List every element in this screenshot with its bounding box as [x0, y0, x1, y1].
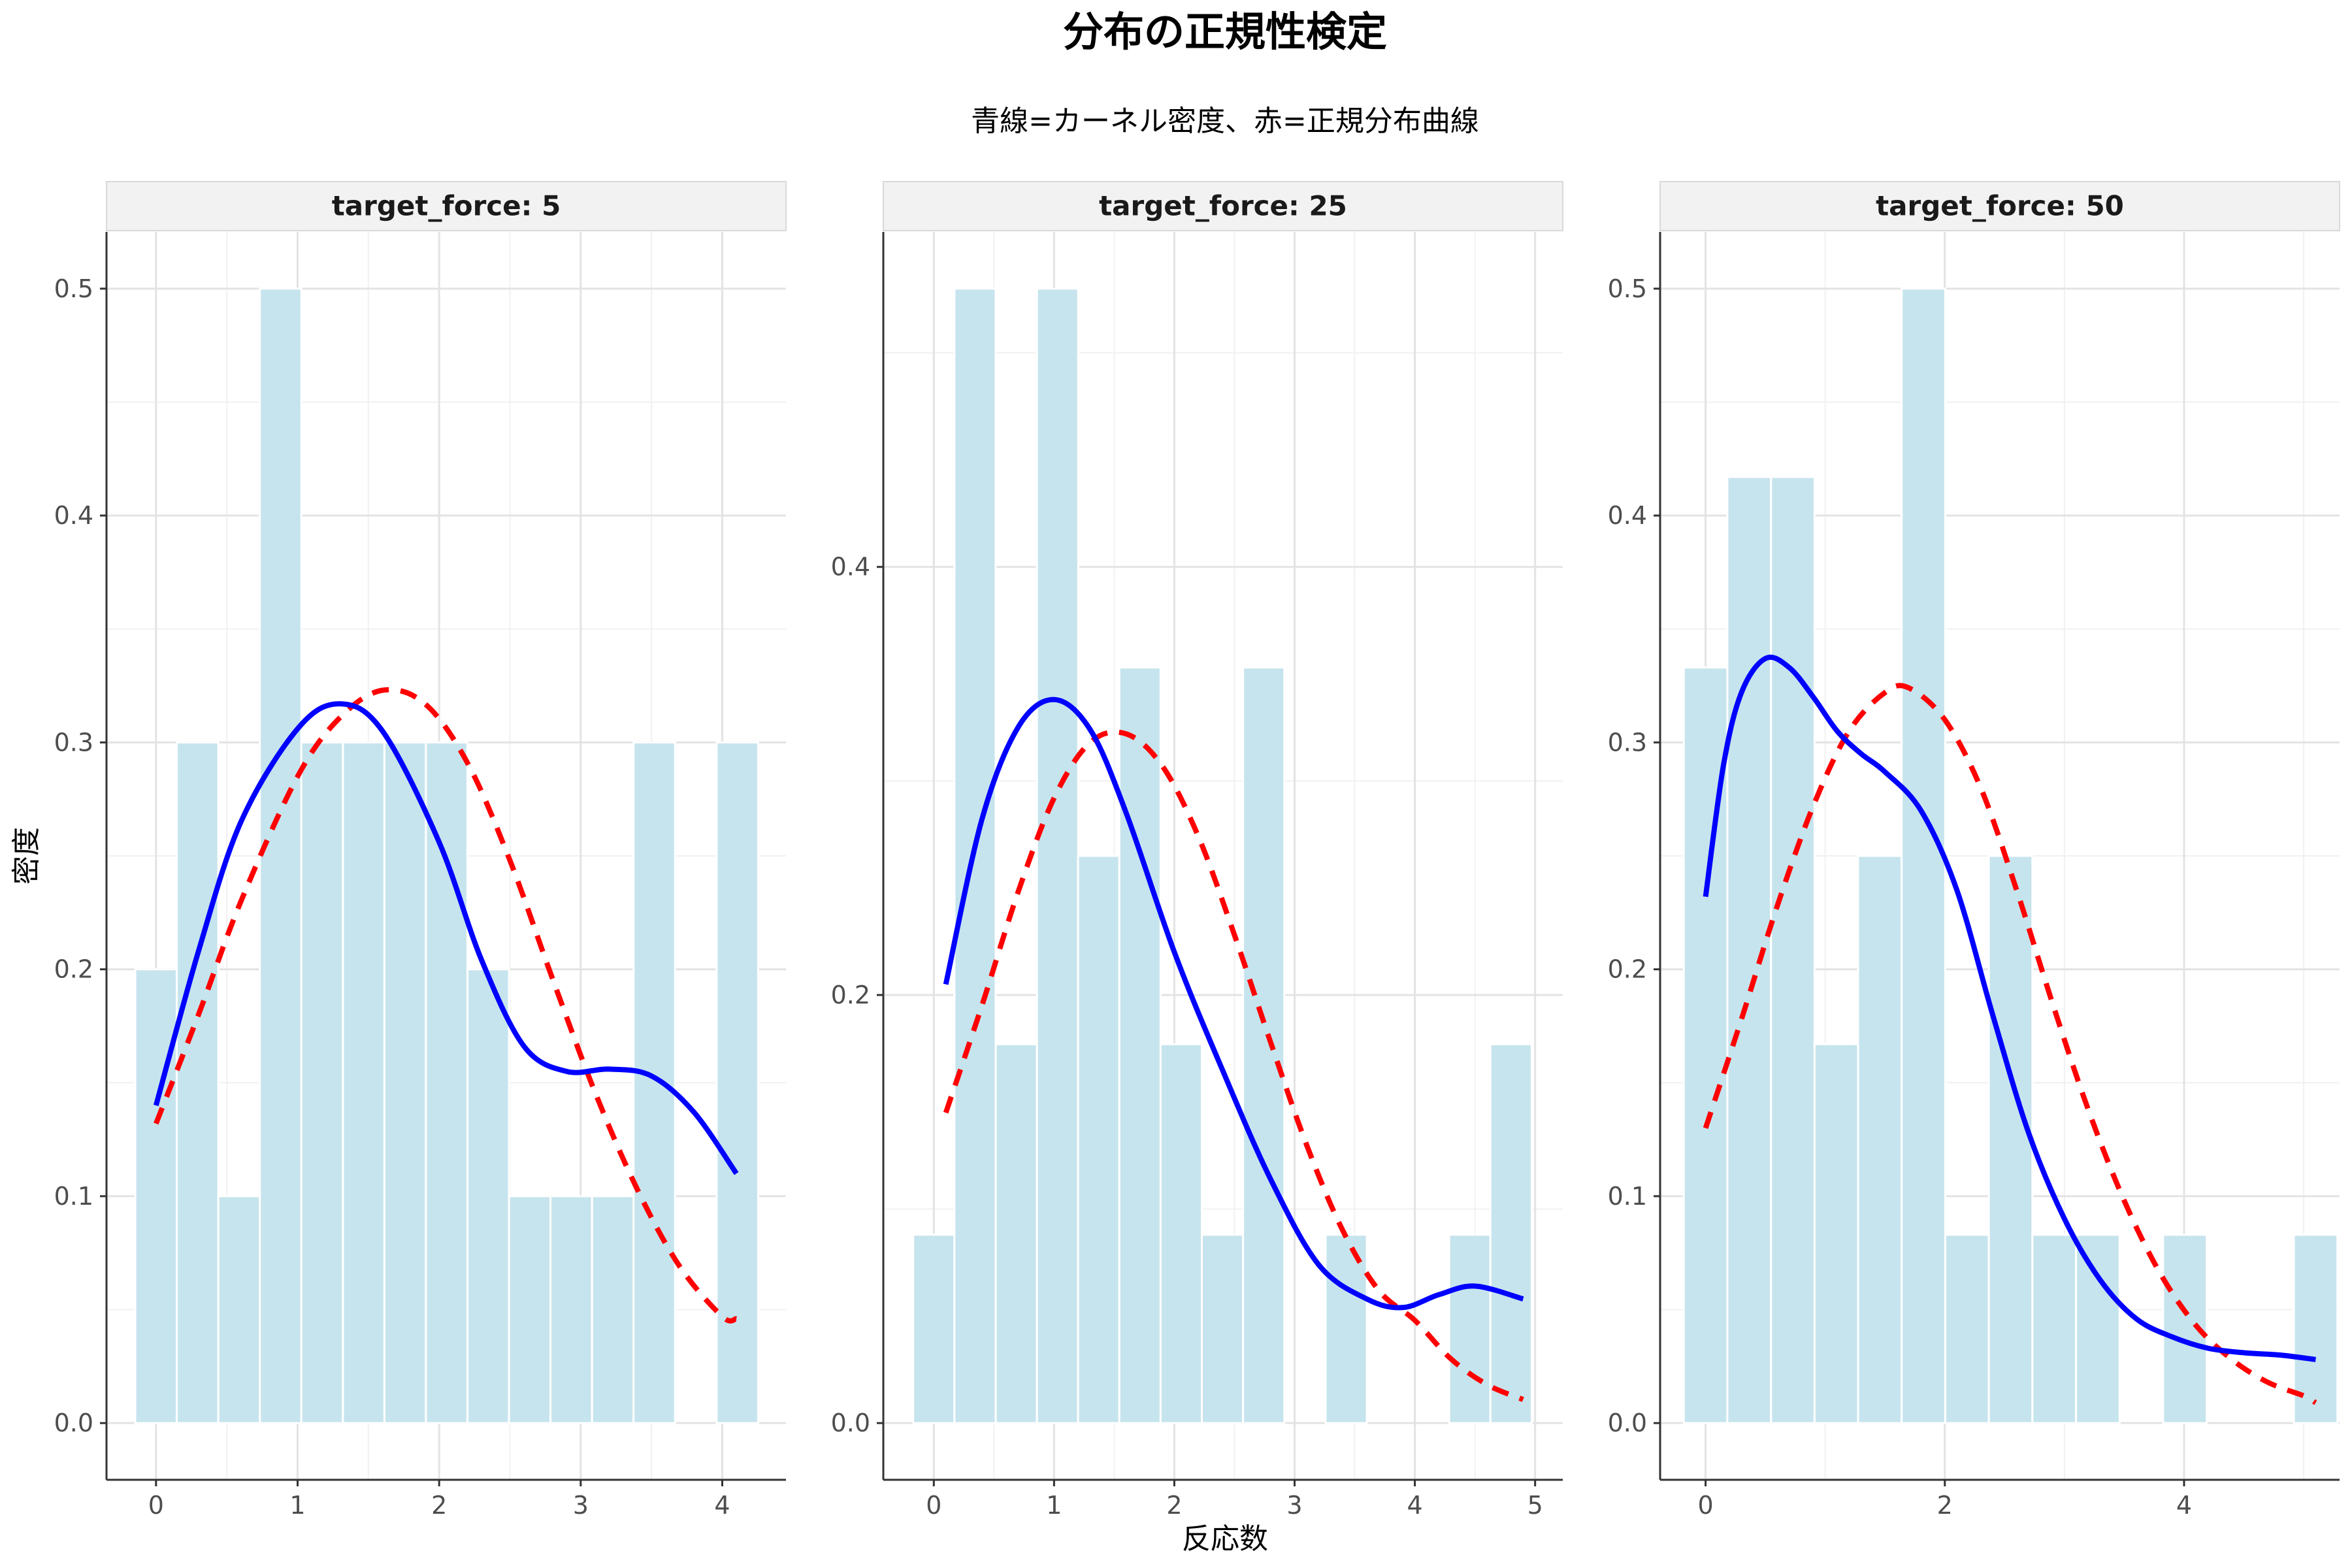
histogram-bar [1077, 855, 1120, 1424]
histogram-bar [1944, 1233, 1990, 1424]
y-axis-title: 密度 [10, 827, 43, 885]
histogram-bar [425, 741, 468, 1424]
histogram-bar [217, 1195, 261, 1424]
histogram-bar [2031, 1233, 2077, 1424]
facet-strip-label: target_force: 5 [332, 190, 561, 222]
histogram-bar [715, 741, 759, 1424]
facet-panels: target_force: 50 1 2 3 40.00.10.20.30.40.5ta… [54, 181, 2340, 1520]
facet-strip-label: target_force: 50 [1876, 190, 2124, 222]
y-tick-label: 0.2 [831, 981, 870, 1009]
facet-panel-1: target_force: 5 0 1 2 3 4 0.0 0.1 0.2 0.3 0.4 0.5 [54, 181, 787, 1520]
chart-title: 分布の正規性検定 [1063, 8, 1387, 56]
histogram-bar [912, 1233, 956, 1424]
y-tick-label: 0.4 [831, 553, 870, 581]
kernel-density-curve [1703, 654, 2316, 1362]
histogram-bar [1159, 1043, 1203, 1424]
histogram-bar [1201, 1233, 1245, 1424]
histogram-bar [549, 1195, 593, 1424]
histogram-bar [508, 1195, 552, 1424]
facet-strip [106, 181, 787, 231]
histogram-bar [1857, 855, 1903, 1424]
histogram-bar [1448, 1233, 1492, 1424]
x-tick-label: 2 [431, 1491, 447, 1520]
y-tick-label: 0.5 [54, 274, 93, 303]
histogram-bar [1987, 855, 2034, 1424]
facet-panel-3: target_force: 50 0 2 4 0.0 0.1 0.2 0.3 0.4 0.5 [1608, 181, 2340, 1520]
histogram-bar [342, 741, 385, 1424]
x-tick-label: 1 [289, 1491, 305, 1520]
normal-distribution-curve [154, 687, 737, 1324]
y-tick-label: 0.2 [1608, 955, 1647, 984]
x-tick-label: 4 [2176, 1491, 2192, 1520]
normal-distribution-curve [1703, 683, 2317, 1405]
histogram-bar [632, 741, 676, 1424]
x-tick-label: 2 [1166, 1491, 1182, 1520]
x-tick-label: 2 [1937, 1491, 1953, 1520]
histogram-bar [1324, 1233, 1368, 1424]
histogram-bar [1489, 1043, 1533, 1424]
y-tick-label: 0.3 [54, 728, 93, 757]
x-tick-label: 1 [1046, 1491, 1062, 1520]
x-tick-label: 0 [926, 1491, 941, 1520]
facet-strip [883, 181, 1563, 231]
x-tick-label: 0 [148, 1491, 164, 1520]
histogram-bar [2075, 1233, 2121, 1424]
histogram-bar [1813, 1043, 1859, 1424]
x-tick-label: 5 [1527, 1491, 1543, 1520]
x-tick-label: 4 [714, 1491, 730, 1520]
histogram-bar [1036, 287, 1079, 1424]
histogram-bar [2293, 1233, 2339, 1424]
histogram-bar [259, 287, 302, 1424]
y-tick-label: 0.1 [54, 1182, 93, 1211]
y-tick-label: 0.1 [1608, 1182, 1647, 1211]
facet-strip-label: target_force: 25 [1099, 190, 1347, 222]
y-tick-label: 0.3 [1608, 728, 1647, 757]
chart-subtitle: 青線=カーネル密度、赤=正規分布曲線 [971, 105, 1479, 138]
facet-panel-2: target_force: 25 0 1 2 3 4 5 0.0 0.2 0.4 [831, 181, 1563, 1520]
histogram-bar [300, 741, 344, 1424]
x-tick-label: 0 [1697, 1491, 1713, 1520]
x-tick-label: 3 [1286, 1491, 1302, 1520]
y-tick-label: 0.2 [54, 955, 93, 984]
histogram-bar [466, 968, 510, 1424]
y-tick-label: 0.4 [1608, 501, 1647, 530]
histogram-bar [176, 741, 220, 1424]
facet-strip [1659, 181, 2340, 231]
normal-distribution-curve [943, 729, 1524, 1402]
y-tick-label: 0.0 [54, 1409, 93, 1437]
histogram-bar [383, 741, 427, 1424]
histogram-bar [1770, 476, 1816, 1424]
histogram-bar [994, 1043, 1038, 1424]
kernel-density-curve [943, 696, 1524, 1311]
y-tick-label: 0.0 [1608, 1409, 1647, 1437]
y-tick-label: 0.0 [831, 1409, 870, 1437]
histogram-bar [134, 968, 178, 1424]
kernel-density-curve [153, 701, 739, 1175]
x-axis-title: 反応数 [1182, 1522, 1268, 1556]
histogram-bar [1901, 287, 1946, 1424]
histogram-bar [1118, 666, 1162, 1424]
x-tick-label: 4 [1407, 1491, 1422, 1520]
y-tick-label: 0.5 [1608, 274, 1647, 303]
x-tick-label: 3 [573, 1491, 589, 1520]
y-tick-label: 0.4 [54, 501, 93, 530]
histogram-bar [1242, 666, 1286, 1424]
histogram-bar [591, 1195, 635, 1424]
